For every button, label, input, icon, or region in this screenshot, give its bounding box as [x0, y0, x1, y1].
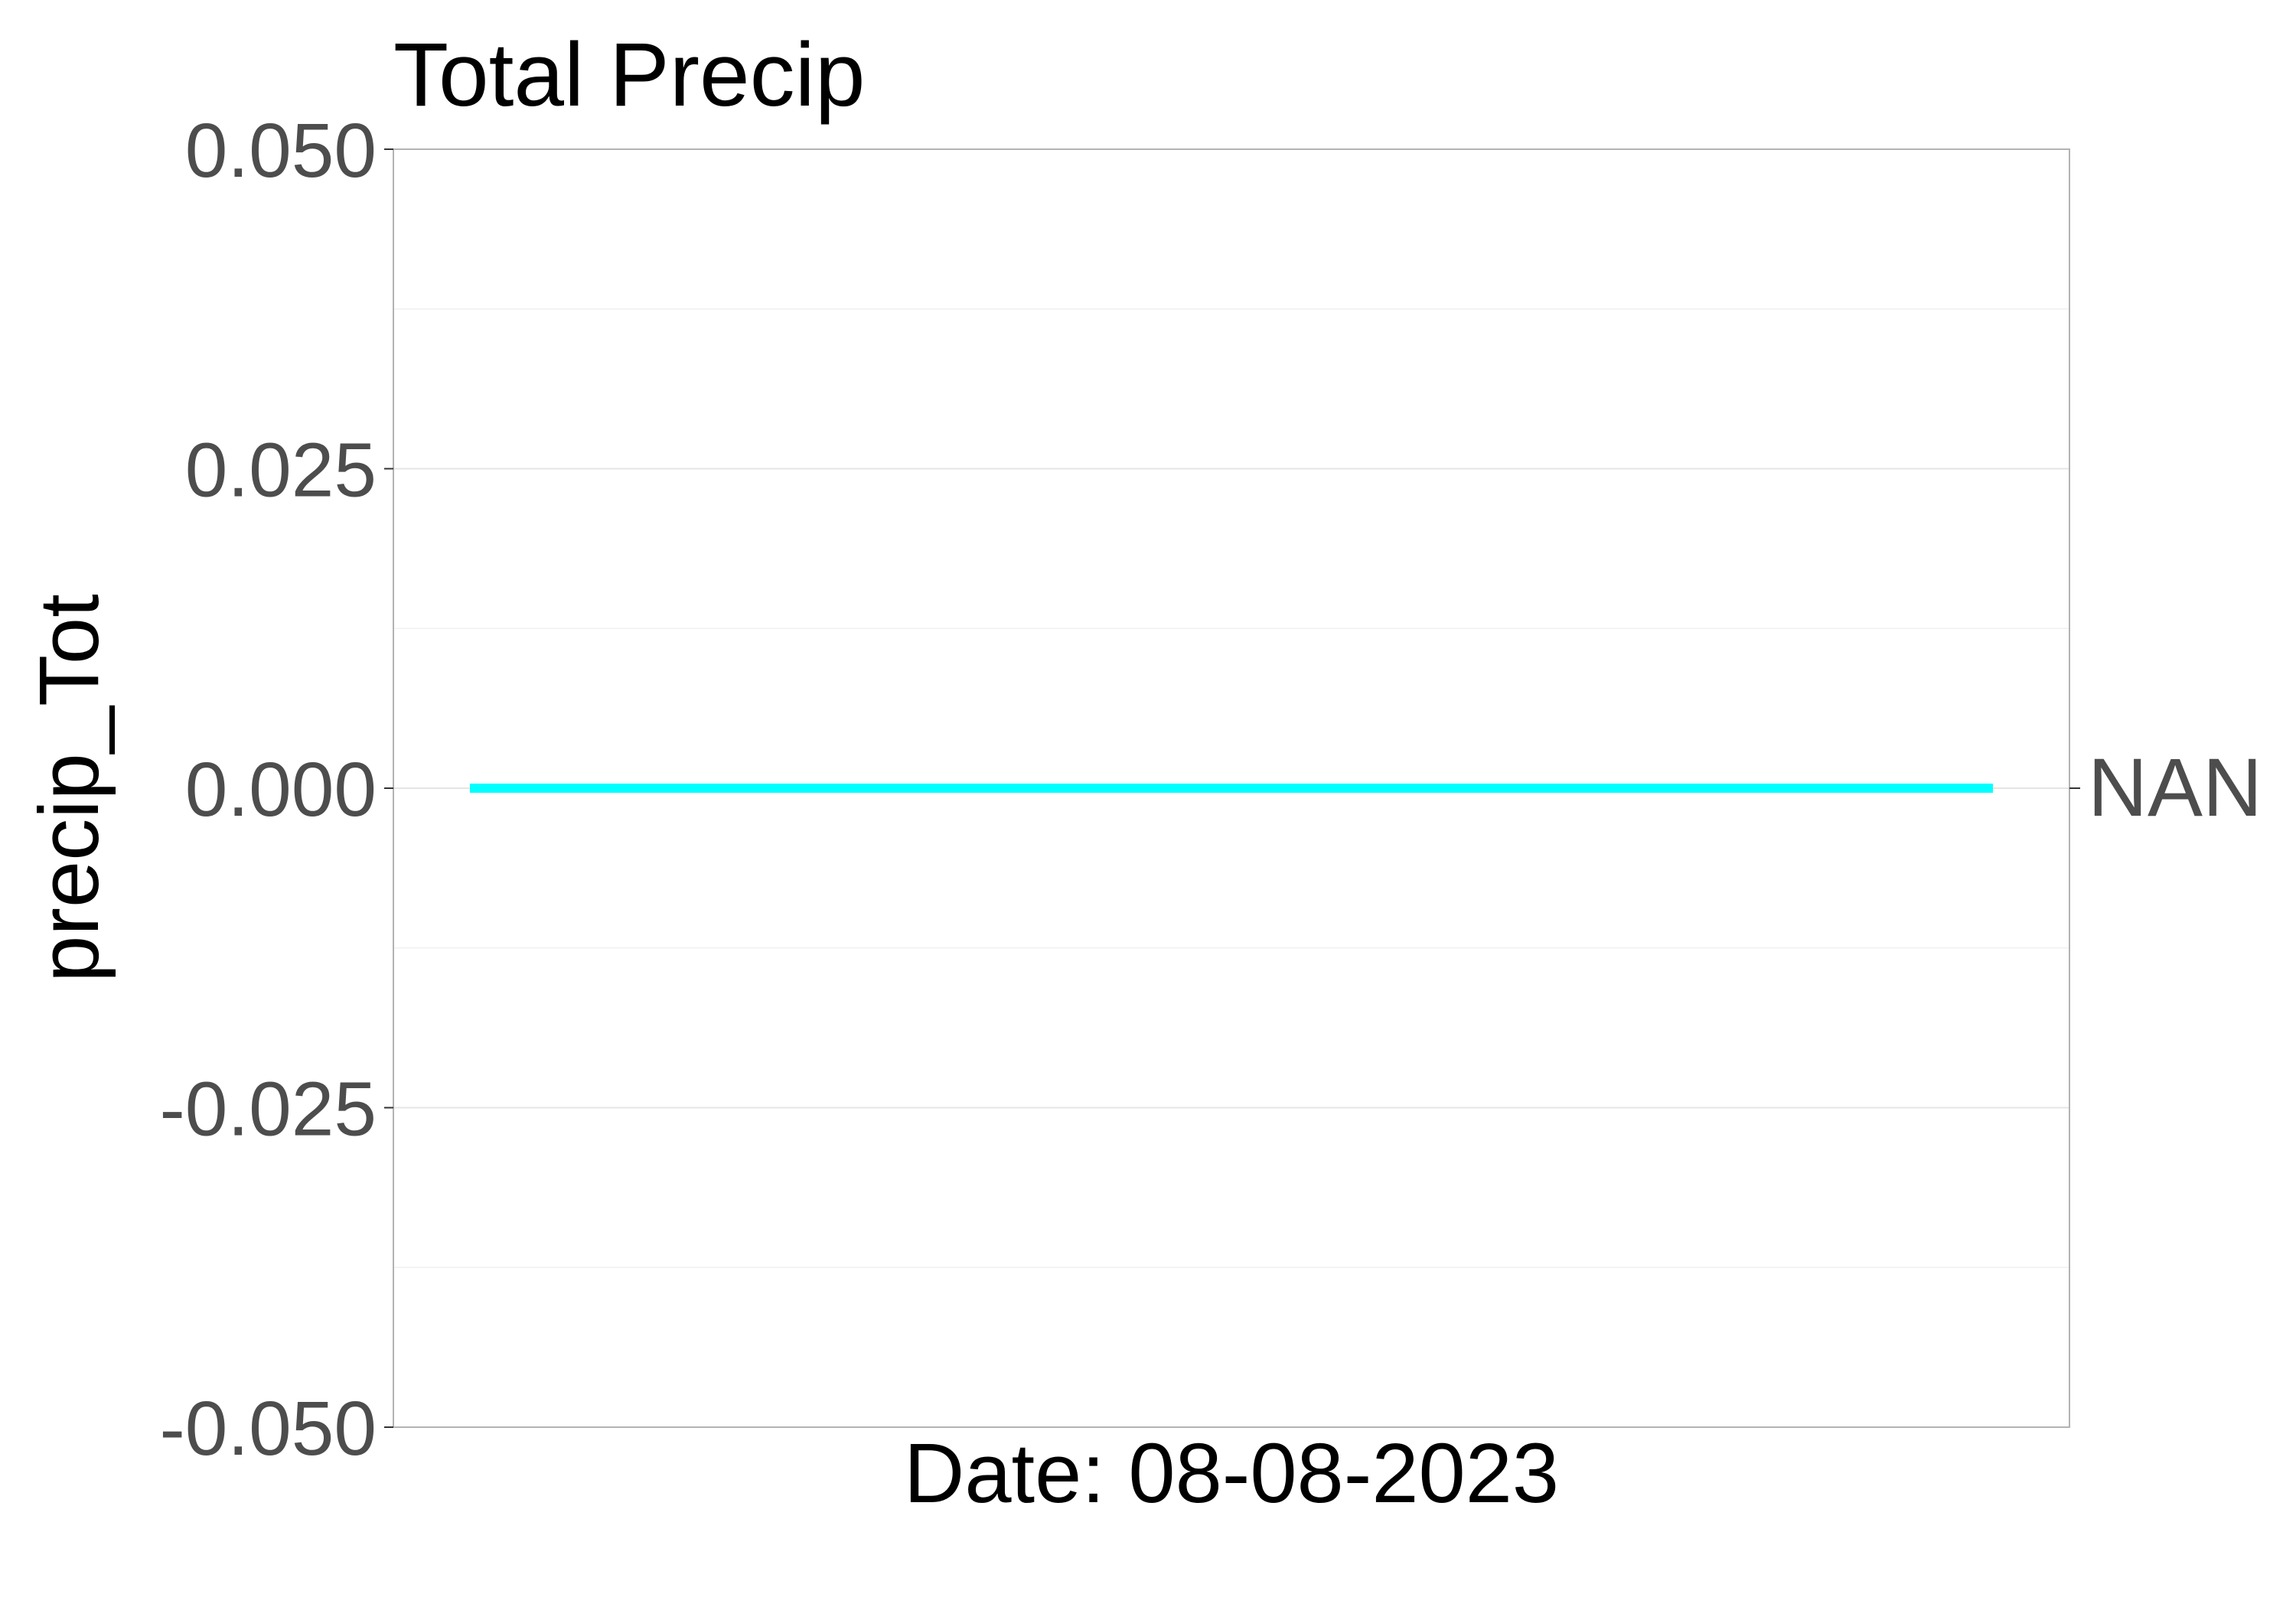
y-tick-label: -0.025	[159, 1067, 377, 1152]
series-end-label: NAN	[2088, 741, 2262, 833]
y-tick-label: 0.050	[185, 108, 377, 194]
chart-title: Total Precip	[393, 24, 866, 125]
y-axis-label: precip_Tot	[22, 594, 116, 983]
y-tick-label: 0.025	[185, 428, 377, 513]
y-tick-label: 0.000	[185, 747, 377, 833]
x-axis-label: Date: 08-08-2023	[904, 1426, 1559, 1521]
y-axis-ticks: 0.050 0.025 0.000 -0.025 -0.050	[159, 108, 393, 1472]
series-layer: NAN	[470, 741, 2262, 833]
y-tick-label: -0.050	[159, 1386, 377, 1472]
